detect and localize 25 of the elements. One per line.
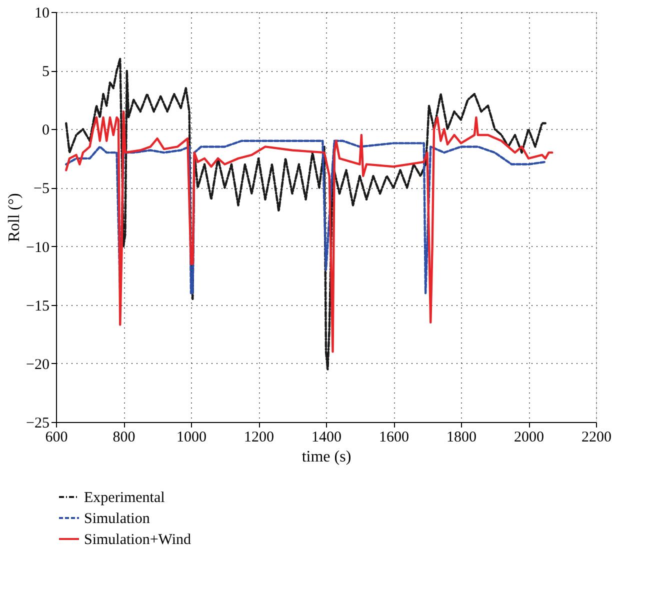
x-tick-label: 1200: [244, 430, 274, 446]
x-tick-label: 1400: [312, 430, 342, 446]
x-tick-label: 2200: [582, 430, 612, 446]
legend-label: Simulation+Wind: [84, 532, 192, 548]
legend-label: Experimental: [84, 490, 165, 506]
y-tick-label: 10: [34, 6, 50, 22]
legend-label: Simulation: [84, 511, 150, 527]
line-series: [65, 110, 554, 353]
x-tick-label: 1600: [379, 430, 409, 446]
x-tick-label: 1000: [176, 430, 206, 446]
x-tick-label: 1800: [446, 430, 476, 446]
line-series: [65, 140, 546, 294]
y-tick-label: −5: [34, 181, 50, 198]
x-tick-label: 600: [45, 430, 68, 446]
y-axis-title: Roll (°): [6, 193, 24, 242]
x-tick-label: 2000: [514, 430, 544, 446]
y-tick-label: −10: [26, 240, 50, 256]
line-series: [65, 58, 546, 370]
y-tick-label: 5: [42, 64, 50, 80]
x-tick-label: 800: [112, 430, 136, 446]
y-tick-label: 0: [42, 122, 50, 139]
y-tick-label: −20: [26, 356, 50, 373]
y-tick-label: −25: [26, 416, 50, 432]
x-axis-title: time (s): [302, 448, 352, 466]
y-tick-label: −15: [26, 298, 50, 314]
